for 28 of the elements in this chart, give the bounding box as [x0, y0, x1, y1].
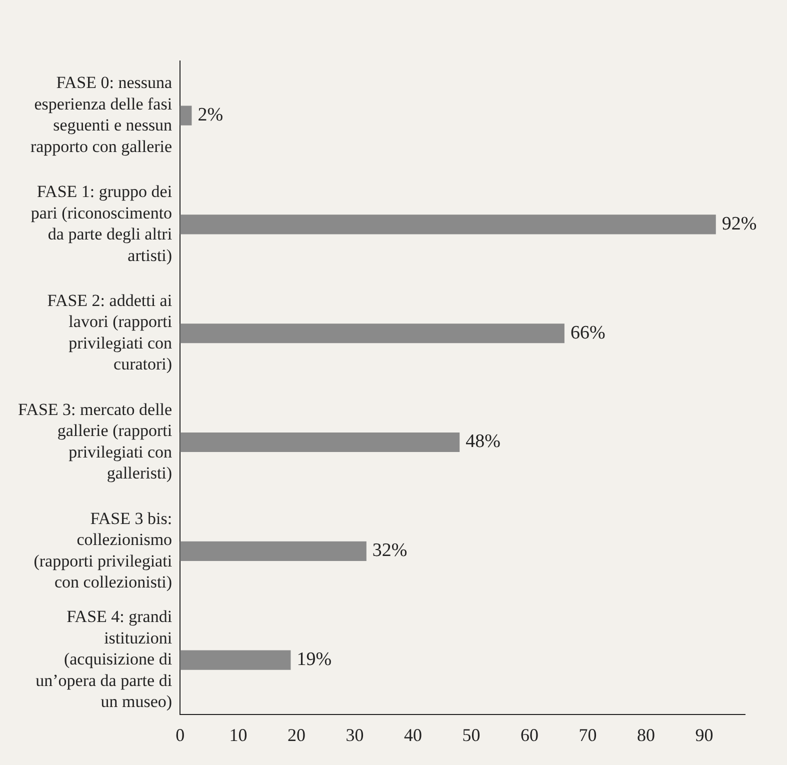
data-label: 2% — [198, 104, 224, 126]
data-label: 48% — [466, 431, 501, 452]
bar — [180, 214, 716, 234]
x-tick-label: 80 — [636, 725, 655, 746]
y-tick-label: FASE 3: mercato delle gallerie (rapporti privilegiati con galleristi) — [18, 400, 173, 483]
bar — [180, 541, 366, 561]
x-tick-label: 70 — [578, 725, 597, 746]
x-tick-label: 40 — [404, 725, 422, 746]
data-label: 66% — [570, 322, 606, 344]
bar — [180, 324, 564, 344]
x-tick-label: 20 — [288, 725, 306, 746]
x-tick-label: 60 — [520, 725, 539, 746]
data-label: 92% — [722, 213, 757, 234]
y-tick-label: FASE 4: grandi istituzioni (acquisizione di un’opera da parte di un museo) — [36, 607, 172, 712]
y-tick-label: FASE 3 bis: collezionismo (rapporti privilegiati con collezionisti) — [34, 508, 172, 592]
x-tick-label: 90 — [695, 725, 714, 746]
x-tick-label: 0 — [176, 725, 185, 746]
x-tick-label: 30 — [346, 725, 364, 746]
bar — [180, 106, 192, 126]
bar — [180, 432, 460, 452]
x-tick-label: 10 — [229, 725, 248, 746]
y-tick-label: FASE 2: addetti ai lavori (rapporti privilegiati con curatori) — [47, 290, 173, 374]
y-tick-label: FASE 1: gruppo dei pari (riconoscimento da parte degli altri artisti) — [30, 182, 172, 265]
y-tick-label: FASE 0: nessuna esperienza delle fasi seguenti e nessun rapporto con gallerie — [30, 73, 173, 156]
x-tick-label: 50 — [462, 725, 480, 746]
data-label: 32% — [372, 540, 408, 562]
data-label: 19% — [296, 649, 332, 670]
bar — [180, 650, 291, 670]
